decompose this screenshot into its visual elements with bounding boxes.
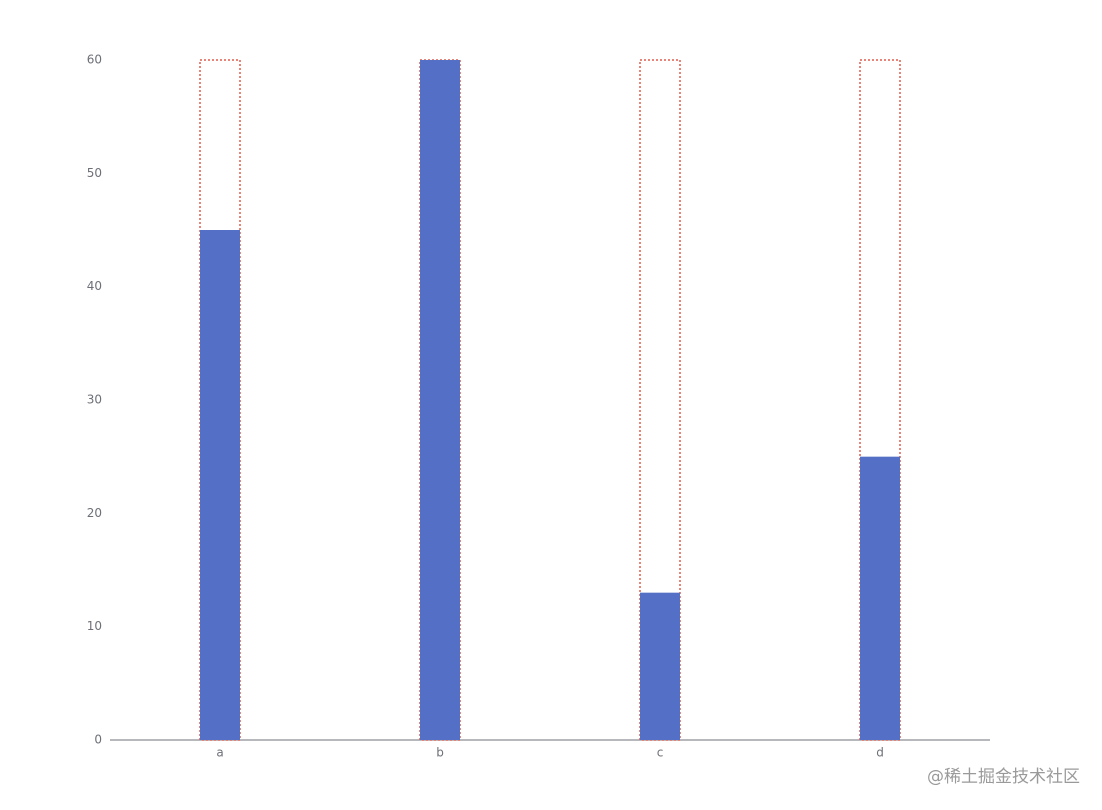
bar xyxy=(860,456,900,740)
bar xyxy=(640,592,680,740)
x-tick-label: b xyxy=(436,746,444,760)
x-tick-label: d xyxy=(876,746,884,760)
y-tick-label: 30 xyxy=(87,393,102,407)
bar xyxy=(200,230,240,740)
x-tick-label: a xyxy=(216,746,223,760)
watermark: @稀土掘金技术社区 xyxy=(927,767,1080,787)
y-tick-label: 20 xyxy=(87,506,102,520)
y-tick-label: 40 xyxy=(87,279,102,293)
x-tick-label: c xyxy=(657,746,664,760)
bar xyxy=(420,60,460,740)
y-tick-label: 60 xyxy=(87,53,102,67)
y-tick-label: 0 xyxy=(94,733,102,747)
y-tick-label: 10 xyxy=(87,619,102,633)
y-tick-label: 50 xyxy=(87,166,102,180)
